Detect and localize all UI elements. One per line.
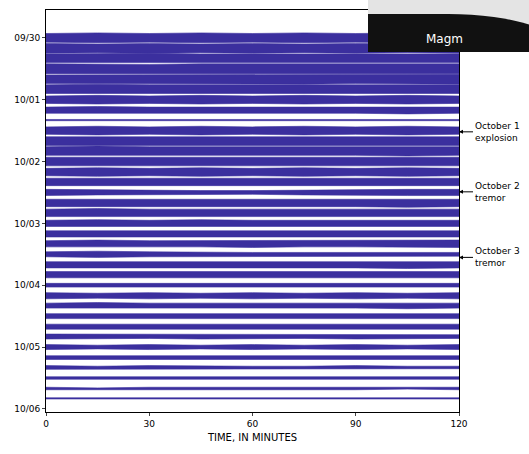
svg-text:90: 90 [350, 419, 362, 429]
svg-text:October 2tremor: October 2tremor [475, 181, 520, 203]
svg-text:120: 120 [450, 419, 467, 429]
svg-text:0: 0 [43, 419, 49, 429]
svg-text:09/30: 09/30 [14, 33, 40, 43]
svg-text:October 1explosion: October 1explosion [475, 121, 520, 143]
svg-text:10/03: 10/03 [14, 219, 40, 229]
svg-text:10/02: 10/02 [14, 157, 40, 167]
svg-text:TIME, IN MINUTES: TIME, IN MINUTES [207, 432, 297, 443]
html-text:Magm: Magm [426, 32, 463, 46]
svg-text:60: 60 [247, 419, 259, 429]
svg-text:10/04: 10/04 [14, 280, 40, 290]
svg-text:10/05: 10/05 [14, 342, 40, 352]
svg-text:October 3tremor: October 3tremor [475, 246, 520, 268]
svg-text:10/06: 10/06 [14, 404, 40, 414]
svg-text:30: 30 [144, 419, 156, 429]
svg-text:10/01: 10/01 [14, 95, 40, 105]
